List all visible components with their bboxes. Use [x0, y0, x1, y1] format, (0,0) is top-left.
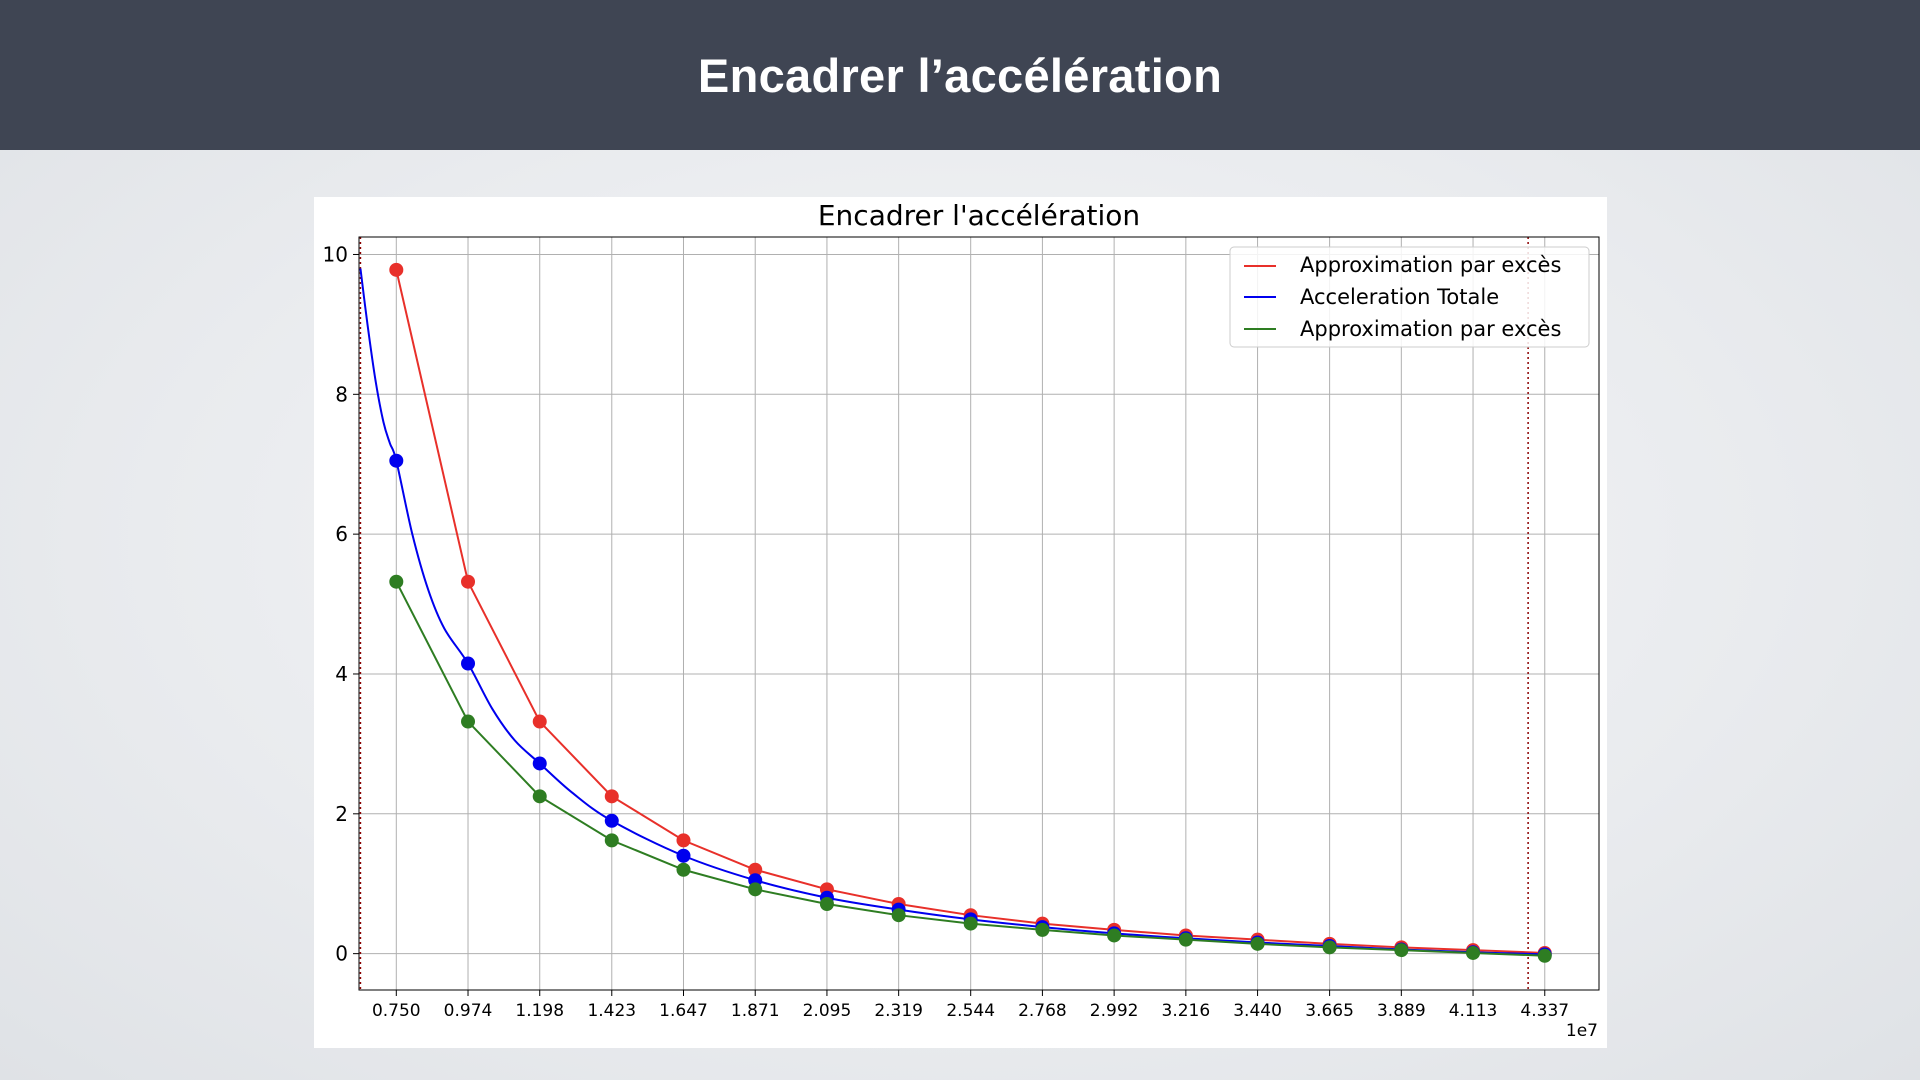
slide-header: Encadrer l’accélération [0, 0, 1920, 150]
x-offset-label: 1e7 [1566, 1021, 1598, 1041]
axis-ticks: 0.750 0.974 1.198 1.423 1.647 1.871 2.095 2.319… [323, 242, 1570, 1021]
series-lower-approximation-point [1322, 940, 1337, 955]
x-tick-label: 3.889 [1377, 1001, 1426, 1021]
x-tick-label: 0.974 [444, 1001, 493, 1021]
legend: Approximation par excès Acceleration Tot… [1229, 246, 1590, 348]
acceleration-chart: Encadrer l'accélération 0.750 0.974 1.198 1… [323, 199, 1600, 1041]
x-tick-label: 1.423 [587, 1001, 636, 1021]
x-tick-label: 4.337 [1520, 1001, 1569, 1021]
legend-label-upper: Approximation par excès [1300, 253, 1561, 277]
y-tick-label: 10 [323, 242, 348, 266]
x-tick-label: 1.647 [659, 1001, 708, 1021]
legend-label-total: Acceleration Totale [1300, 285, 1499, 309]
series-lower-approximation-point [1107, 928, 1122, 943]
series-total-acceleration-point [676, 848, 691, 863]
x-tick-label: 3.665 [1305, 1001, 1354, 1021]
series-lower-approximation-point [604, 833, 619, 848]
series-lower-approximation-point [1250, 936, 1265, 951]
series-lower-approximation-point [532, 789, 547, 804]
series-upper-approximation-point [389, 262, 404, 277]
series-lower-approximation-point [1537, 948, 1552, 963]
series-lower-approximation-point [748, 882, 763, 897]
x-tick-label: 1.198 [515, 1001, 564, 1021]
plot-frame [358, 236, 1600, 991]
series-lower-approximation-point [1394, 943, 1409, 958]
chart-title: Encadrer l'accélération [818, 199, 1140, 232]
reference-lines [359, 237, 1529, 990]
series-lower-approximation-point [1178, 932, 1193, 947]
y-tick-label: 4 [335, 662, 348, 686]
y-tick-label: 0 [335, 942, 348, 966]
series-upper-approximation-point [461, 574, 476, 589]
x-tick-label: 2.319 [874, 1001, 923, 1021]
y-tick-label: 6 [335, 522, 348, 546]
series-total-acceleration-point [389, 453, 404, 468]
series-upper-approximation-point [676, 833, 691, 848]
series-upper-approximation-point [748, 862, 763, 877]
x-tick-label: 0.750 [372, 1001, 421, 1021]
legend-label-lower: Approximation par excès [1300, 317, 1561, 341]
series-lower-approximation-point [389, 574, 404, 589]
chart-figure: Encadrer l'accélération 0.750 0.974 1.198 1… [314, 197, 1607, 1048]
x-tick-label: 3.440 [1233, 1001, 1282, 1021]
series-lower-approximation-point [676, 862, 691, 877]
series-lower-approximation-point [461, 714, 476, 729]
x-tick-label: 2.095 [803, 1001, 852, 1021]
series-lower-approximation-point [891, 908, 906, 923]
series-lower-approximation-point [1466, 945, 1481, 960]
legend-box [1229, 246, 1590, 348]
series-upper-approximation-point [532, 714, 547, 729]
x-tick-label: 2.768 [1018, 1001, 1067, 1021]
slide-title: Encadrer l’accélération [697, 48, 1223, 102]
x-tick-label: 2.544 [946, 1001, 995, 1021]
series-total-acceleration-point [532, 756, 547, 771]
grid [359, 237, 1599, 990]
series-total-acceleration-point [604, 813, 619, 828]
series-lower-approximation-point [963, 916, 978, 931]
series-total-acceleration-point [461, 656, 476, 671]
y-tick-label: 8 [335, 382, 348, 406]
series-lower-approximation-point [1035, 922, 1050, 937]
series-total-acceleration-line [359, 268, 1545, 956]
x-tick-label: 1.871 [731, 1001, 780, 1021]
series-lower-approximation-point [819, 897, 834, 912]
series-upper-approximation-point [604, 789, 619, 804]
series [359, 262, 1552, 963]
x-tick-label: 4.113 [1449, 1001, 1498, 1021]
x-tick-label: 3.216 [1162, 1001, 1211, 1021]
y-tick-label: 2 [335, 802, 348, 826]
x-tick-label: 2.992 [1090, 1001, 1139, 1021]
